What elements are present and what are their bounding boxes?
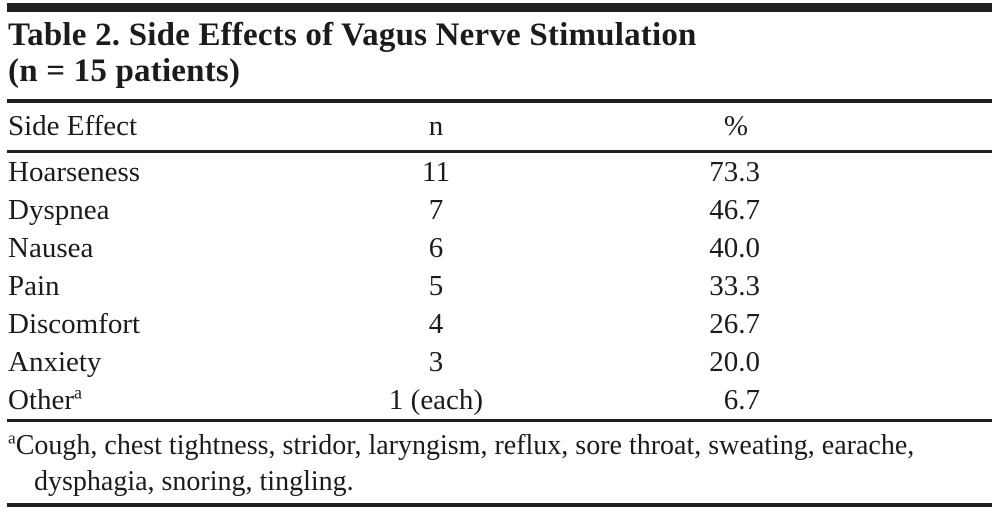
percent-cell: 40.0 (709, 231, 760, 264)
column-header-percent: % (723, 110, 748, 142)
table-row: Anxiety 3 20.0 (7, 343, 992, 381)
table-sheet: Table 2. Side Effects of Vagus Nerve Sti… (7, 0, 992, 507)
table-row: Discomfort 4 26.7 (7, 305, 992, 343)
table-row: Othera 1 (each) 6.7 (7, 381, 992, 419)
side-effect-cell: Othera (7, 381, 362, 417)
column-header-n: n (428, 110, 444, 142)
n-cell: 11 (422, 155, 450, 188)
table-row: Dyspnea 7 46.7 (7, 191, 992, 229)
percent-cell: 26.7 (709, 307, 760, 340)
side-effect-label: Other (8, 383, 75, 416)
n-cell: 6 (428, 231, 444, 264)
n-cell: 3 (428, 345, 444, 378)
bottom-rule (7, 503, 992, 507)
table-subtitle: (n = 15 patients) (8, 53, 241, 89)
side-effect-cell: Discomfort (8, 307, 141, 340)
table-header-row: Side Effect n % (7, 103, 992, 150)
percent-cell: 46.7 (709, 193, 760, 226)
footnote-text: Cough, chest tightness, stridor, laryngi… (15, 430, 915, 497)
n-cell: 7 (428, 193, 444, 226)
table-title: Table 2. Side Effects of Vagus Nerve Sti… (8, 17, 697, 53)
n-cell: 5 (428, 269, 444, 302)
percent-cell: 20.0 (709, 345, 760, 378)
percent-cell: 6.7 (723, 383, 760, 416)
n-cell: 1 (each) (388, 383, 484, 416)
column-header-side-effect: Side Effect (8, 110, 138, 142)
percent-cell: 33.3 (709, 269, 760, 302)
side-effect-cell: Anxiety (8, 345, 102, 378)
table-row: Nausea 6 40.0 (7, 229, 992, 267)
side-effect-cell: Hoarseness (8, 155, 141, 188)
n-cell: 4 (428, 307, 444, 340)
table-footnote: aCough, chest tightness, stridor, laryng… (7, 422, 992, 503)
side-effect-cell: Nausea (8, 231, 94, 264)
percent-cell: 73.3 (709, 155, 760, 188)
header-divider-rule (7, 150, 992, 153)
footer-divider-rule (7, 419, 992, 422)
table-caption: Table 2. Side Effects of Vagus Nerve Sti… (7, 12, 992, 99)
table-row: Hoarseness 11 73.3 (7, 153, 992, 191)
footnote-marker-superscript: a (74, 381, 83, 402)
footnote-marker-superscript: a (8, 428, 16, 448)
side-effect-cell: Pain (8, 269, 60, 302)
table-body: Hoarseness 11 73.3 Dyspnea 7 46.7 Nausea… (7, 153, 992, 419)
caption-divider-rule (7, 99, 992, 103)
top-rule (7, 3, 992, 12)
table-row: Pain 5 33.3 (7, 267, 992, 305)
side-effect-cell: Dyspnea (8, 193, 110, 226)
